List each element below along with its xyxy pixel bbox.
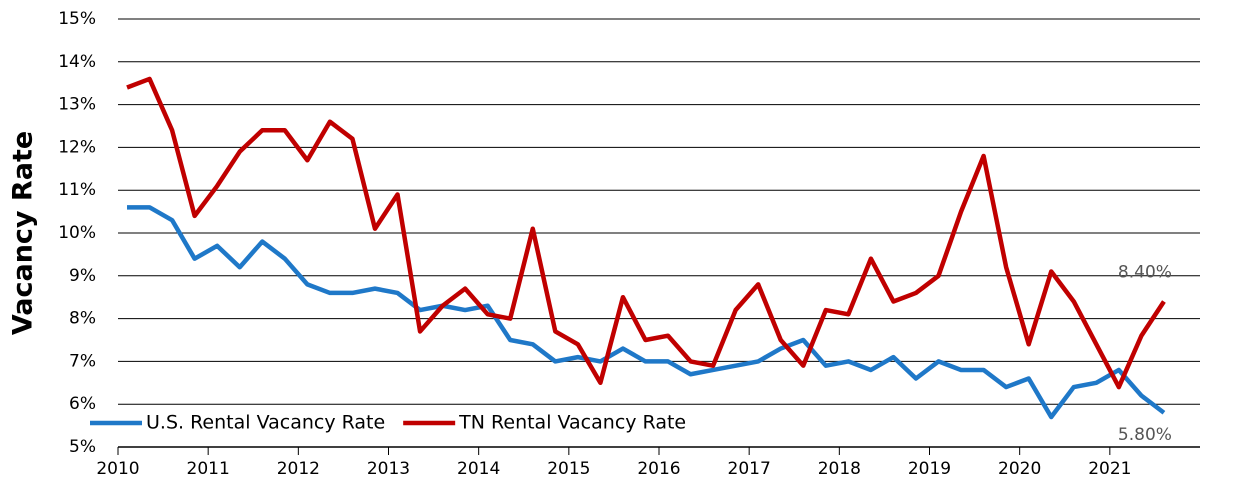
- x-tick-label: 2016: [637, 459, 680, 479]
- y-tick-label: 10%: [58, 223, 96, 243]
- series-line: [126, 76, 1166, 390]
- y-tick-label: 12%: [58, 137, 96, 157]
- x-tick-label: 2017: [728, 459, 771, 479]
- legend-label: U.S. Rental Vacancy Rate: [146, 412, 385, 434]
- x-tick-label: 2012: [277, 459, 320, 479]
- y-tick-label: 9%: [69, 266, 96, 286]
- y-tick-label: 13%: [58, 95, 96, 115]
- y-tick-label: 7%: [69, 351, 96, 371]
- x-tick-label: 2019: [908, 459, 951, 479]
- series-line: [127, 205, 1166, 420]
- x-tick-label: 2021: [1088, 459, 1131, 479]
- y-tick-label: 14%: [58, 52, 96, 72]
- x-tick-label: 2020: [998, 459, 1041, 479]
- y-tick-label: 6%: [69, 394, 96, 414]
- y-tick-label: 8%: [69, 309, 96, 329]
- y-tick-label: 5%: [69, 437, 96, 457]
- x-tick-label: 2018: [818, 459, 861, 479]
- legend-label: TN Rental Vacancy Rate: [458, 412, 686, 434]
- x-tick-label: 2014: [457, 459, 500, 479]
- x-tick-label: 2015: [547, 459, 590, 479]
- y-tick-label: 15%: [58, 9, 96, 29]
- x-tick-label: 2013: [367, 459, 410, 479]
- y-tick-label: 11%: [58, 180, 96, 200]
- x-tick-label: 2011: [187, 459, 230, 479]
- data-label: 5.80%: [1118, 425, 1172, 445]
- y-axis-label: Vacancy Rate: [8, 131, 39, 335]
- data-label: 8.40%: [1118, 262, 1172, 282]
- x-tick-label: 2010: [96, 459, 139, 479]
